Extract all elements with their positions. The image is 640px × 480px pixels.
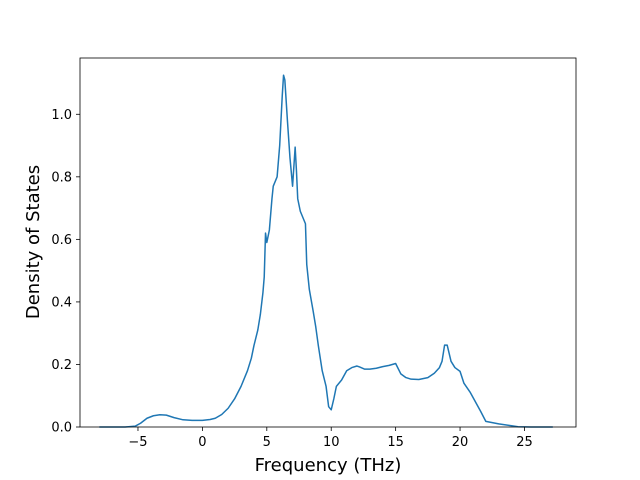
dos-series-line — [99, 74, 553, 428]
y-tick-label: 0.8 — [51, 170, 72, 185]
x-tick-label: 20 — [452, 435, 469, 450]
y-tick-label: 0.2 — [51, 358, 72, 373]
y-axis-label: Density of States — [23, 165, 44, 319]
x-tick-label: −5 — [128, 435, 147, 450]
y-tick-label: 1.0 — [51, 108, 72, 123]
x-axis-label: Frequency (THz) — [255, 455, 402, 476]
x-tick-label: 25 — [516, 435, 533, 450]
x-tick-label: 15 — [387, 435, 404, 450]
x-axis-ticks: −5 0 5 10 15 20 25 — [128, 427, 533, 450]
x-tick-label: 10 — [323, 435, 340, 450]
y-tick-label: 0.0 — [51, 421, 72, 436]
axes-frame — [79, 57, 577, 428]
y-tick-label: 0.4 — [51, 295, 72, 310]
y-tick-label: 0.6 — [51, 233, 72, 248]
y-axis-ticks: 0.0 0.2 0.4 0.6 0.8 1.0 — [51, 108, 80, 436]
x-tick-label: 0 — [198, 435, 206, 450]
x-tick-label: 5 — [263, 435, 271, 450]
